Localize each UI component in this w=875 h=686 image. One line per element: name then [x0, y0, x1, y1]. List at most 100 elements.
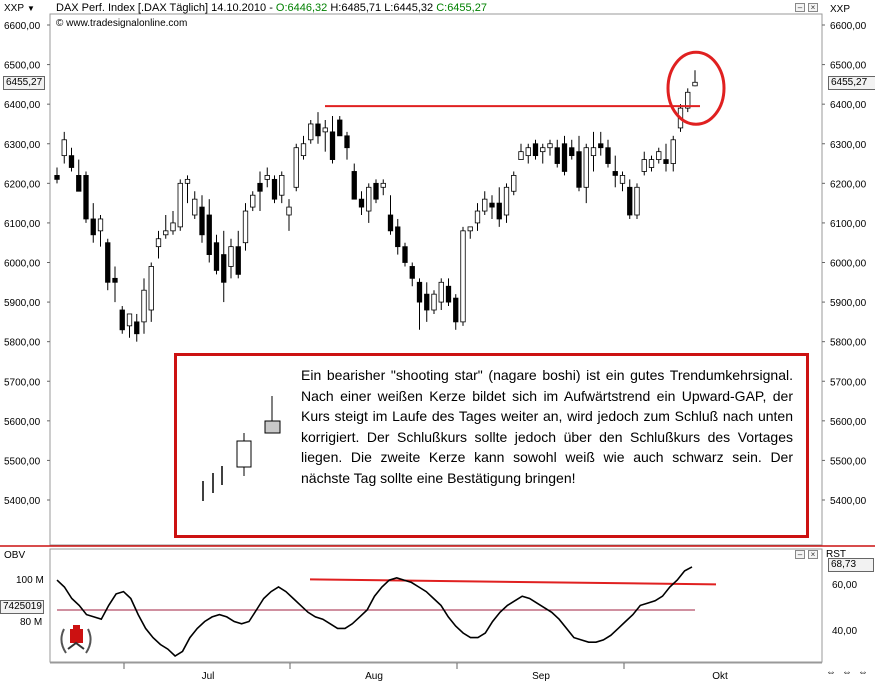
candle-body-black — [257, 182, 263, 192]
right-price-tick: 6300,00 — [830, 140, 867, 151]
close-panel-button[interactable]: × — [808, 3, 818, 12]
candle — [409, 262, 415, 287]
candle — [474, 203, 481, 231]
candle-body-white — [264, 175, 270, 180]
candle — [489, 195, 495, 219]
candle-body-white — [503, 186, 510, 216]
instrument-info: DAX Perf. Index [.DAX Täglich] 14.10.201… — [56, 2, 276, 14]
obv-close-button[interactable]: × — [808, 550, 818, 559]
rsi-label: RST — [826, 549, 846, 560]
candle — [148, 262, 154, 322]
candle — [315, 112, 321, 144]
left-price-tick: 5400,00 — [4, 496, 41, 507]
candle-body-white — [648, 159, 655, 168]
candle-body-white — [525, 147, 531, 157]
candle-body-black — [453, 297, 459, 323]
candle-body-black — [90, 218, 96, 236]
candle-body-black — [424, 293, 430, 311]
candle-body-white — [242, 210, 249, 244]
candle-body-black — [395, 226, 401, 248]
candle — [503, 183, 510, 223]
candle — [126, 313, 133, 338]
candle — [213, 234, 220, 275]
chart-annotations — [325, 50, 726, 126]
candle-body-black — [199, 206, 205, 236]
candle — [112, 266, 118, 303]
candle-body-white — [467, 226, 473, 232]
candle-body-black — [112, 277, 118, 283]
candle-body-white — [250, 194, 256, 208]
zoom-icon[interactable]: ⇔ — [858, 667, 868, 678]
chevron-down-icon[interactable]: ▼ — [27, 4, 35, 13]
candle — [271, 175, 278, 204]
candle — [76, 159, 82, 192]
right-price-tick: 5900,00 — [830, 298, 867, 309]
candle — [351, 163, 357, 200]
candle-body-white — [641, 159, 647, 172]
candle-body-black — [206, 214, 212, 255]
candle — [511, 171, 517, 196]
candle — [192, 191, 198, 219]
candle-body-black — [409, 266, 415, 279]
scroll-left-icon[interactable]: ⇔ — [826, 667, 836, 678]
candle-body-white — [619, 175, 626, 184]
candle — [329, 116, 336, 164]
candle-body-black — [402, 246, 408, 263]
candle-body-black — [271, 178, 278, 200]
candle-body-white — [590, 147, 597, 157]
obv-value-box: 7425019 — [0, 600, 44, 614]
candle-body-black — [221, 254, 227, 283]
candle — [460, 226, 466, 326]
candle-body-white — [192, 198, 198, 216]
candle-body-white — [300, 143, 307, 157]
candle — [250, 191, 256, 212]
candle — [97, 215, 104, 247]
candle-body-white — [322, 127, 328, 133]
candle-body-black — [416, 281, 423, 303]
rsi-tick-top: 60,00 — [832, 580, 858, 591]
chart-frame — [0, 13, 875, 663]
scroll-right-icon[interactable]: ⇔ — [842, 667, 852, 678]
close-value: C:6455,27 — [436, 2, 487, 14]
candle-body-black — [663, 159, 669, 164]
candle-body-white — [308, 123, 314, 141]
watermark-text: © www.tradesignalonline.com — [56, 18, 188, 29]
candle — [61, 131, 67, 164]
left-price-tick: 6200,00 — [4, 179, 41, 190]
rsi-value-box: 68,73 — [828, 558, 874, 572]
candle — [554, 139, 560, 168]
annotation-box: Ein bearisher "shooting star" (nagare bo… — [174, 353, 809, 538]
candle — [598, 131, 604, 156]
candle-body-white — [148, 266, 154, 311]
candle-body-white — [474, 210, 481, 224]
candle-body-white — [170, 222, 176, 232]
right-price-tick: 5800,00 — [830, 338, 867, 349]
left-price-tick: 5900,00 — [4, 298, 41, 309]
candle — [583, 143, 589, 204]
left-price-tick: 6500,00 — [4, 61, 41, 72]
candle — [264, 167, 270, 188]
candle-body-black — [612, 171, 618, 176]
candle — [54, 167, 60, 184]
candle-body-black — [68, 155, 75, 168]
right-price-axis: 6600,00 6500,00 6400,00 6300,00 6200,00 6100,… — [822, 21, 867, 507]
candle — [337, 116, 343, 137]
candle-body-white — [540, 147, 546, 153]
candle — [242, 203, 249, 251]
left-price-tick: 6600,00 — [4, 21, 41, 32]
right-price-tick: 5600,00 — [830, 417, 867, 428]
left-price-tick: 6300,00 — [4, 140, 41, 151]
right-price-tick: 5400,00 — [830, 496, 867, 507]
candle-body-black — [134, 321, 140, 335]
left-symbol-label: XXP — [4, 3, 25, 14]
obv-minimize-button[interactable]: – — [795, 550, 805, 559]
candle-body-black — [329, 131, 336, 160]
candle — [612, 155, 618, 188]
candle-body-black — [235, 246, 241, 275]
candle — [569, 139, 575, 160]
candle — [431, 290, 437, 314]
candle — [279, 171, 285, 204]
candle — [590, 131, 597, 172]
minimize-panel-button[interactable]: – — [795, 3, 805, 12]
